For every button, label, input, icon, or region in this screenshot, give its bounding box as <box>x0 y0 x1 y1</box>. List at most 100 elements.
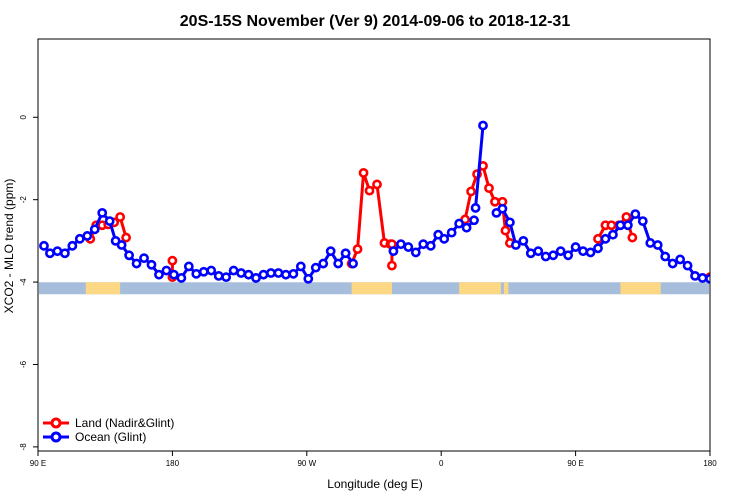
land-mask-band <box>503 282 509 295</box>
ocean-point <box>333 258 344 269</box>
ocean-point <box>325 246 336 257</box>
land-mask-band <box>85 282 121 295</box>
legend: Land (Nadir&Glint) Ocean (Glint) <box>43 416 174 444</box>
series-clip-group <box>39 120 710 284</box>
ocean-point <box>221 272 232 283</box>
ocean-point <box>52 246 63 257</box>
ocean-point <box>563 250 574 261</box>
ocean-point <box>518 235 529 246</box>
ocean-point <box>39 240 49 251</box>
ocean-point <box>131 258 142 269</box>
ocean-point <box>236 268 246 278</box>
ocean-point <box>206 265 217 276</box>
ocean-point <box>198 266 209 277</box>
ocean-point <box>585 247 596 258</box>
ocean-series-line <box>474 125 485 209</box>
land-point <box>606 220 617 231</box>
ocean-point <box>251 273 261 283</box>
y-tick-label: -2 <box>19 196 28 204</box>
land-point <box>466 186 476 197</box>
ocean-point <box>425 240 436 251</box>
ocean-point <box>191 268 202 279</box>
x-axis-label: Longitude (deg E) <box>327 477 422 491</box>
land-point <box>621 212 632 222</box>
land-point <box>387 260 397 271</box>
land-point <box>490 196 500 207</box>
ocean-point <box>548 250 559 261</box>
ocean-point <box>593 243 603 254</box>
ocean-point <box>310 262 321 273</box>
ocean-point <box>273 268 284 278</box>
axis-layer: 90 E 180 90 W 0 90 E 180 0 -2 -4 -6 -8 <box>19 115 717 468</box>
ocean-point <box>525 248 536 259</box>
land-point <box>115 212 126 222</box>
ocean-point <box>461 222 472 233</box>
ocean-point <box>388 246 399 257</box>
ocean-point <box>446 227 457 238</box>
land-point <box>500 225 511 236</box>
land-ocean-mask <box>39 282 709 295</box>
ocean-point <box>89 224 100 235</box>
legend-land-marker <box>50 417 62 429</box>
ocean-point <box>470 203 481 213</box>
ocean-point <box>667 258 678 269</box>
ocean-point <box>154 269 164 280</box>
ocean-point <box>395 239 406 250</box>
ocean-point <box>630 209 641 219</box>
ocean-point <box>504 217 515 228</box>
ocean-point <box>288 268 299 279</box>
land-mask-band <box>459 282 501 295</box>
ocean-point <box>600 233 611 244</box>
land-point <box>372 179 382 190</box>
ocean-point <box>608 229 618 240</box>
land-mask-band <box>620 282 661 295</box>
land-point <box>167 255 178 266</box>
ocean-point <box>340 248 351 259</box>
ocean-point <box>652 240 663 250</box>
ocean-point <box>478 120 488 131</box>
ocean-point <box>660 251 671 262</box>
x-tick-label: 90 W <box>297 459 316 468</box>
ocean-point <box>168 269 179 280</box>
y-axis-label: XCO2 - MLO trend (ppm) <box>2 179 16 314</box>
ocean-point <box>116 240 127 250</box>
ocean-point <box>82 231 93 241</box>
ocean-point <box>533 246 544 257</box>
ocean-point <box>45 248 55 259</box>
ocean-point <box>213 270 224 281</box>
series-layer <box>39 120 710 284</box>
ocean-point <box>439 233 450 244</box>
ocean-point <box>161 265 172 276</box>
land-point <box>121 232 132 243</box>
legend-ocean-label: Ocean (Glint) <box>75 430 146 444</box>
y-tick-label: -4 <box>19 278 28 286</box>
ocean-point <box>675 254 686 265</box>
ocean-point <box>348 258 358 269</box>
plot-frame <box>37 38 711 452</box>
land-mask-band <box>351 282 392 295</box>
ocean-point <box>139 253 149 264</box>
ocean-point <box>228 265 239 276</box>
ocean-point <box>454 218 465 229</box>
x-tick-label: 90 E <box>30 459 46 468</box>
y-tick-label: -6 <box>19 360 28 368</box>
ocean-point <box>570 242 581 252</box>
ocean-point <box>622 220 633 231</box>
ocean-point <box>243 269 254 280</box>
ocean-point <box>280 269 291 280</box>
x-tick-label: 90 E <box>567 459 583 468</box>
ocean-point <box>705 273 710 284</box>
ocean-point <box>318 258 329 269</box>
ocean-point <box>59 248 70 259</box>
legend-ocean-marker <box>50 431 62 443</box>
ocean-point <box>124 250 134 261</box>
ocean-point <box>637 216 648 227</box>
ocean-point <box>690 270 700 281</box>
ocean-point <box>645 238 656 248</box>
legend-land-label: Land (Nadir&Glint) <box>75 416 174 430</box>
ocean-point <box>418 239 429 250</box>
ocean-point <box>74 233 85 244</box>
ocean-point <box>555 246 566 257</box>
land-point <box>593 233 603 244</box>
